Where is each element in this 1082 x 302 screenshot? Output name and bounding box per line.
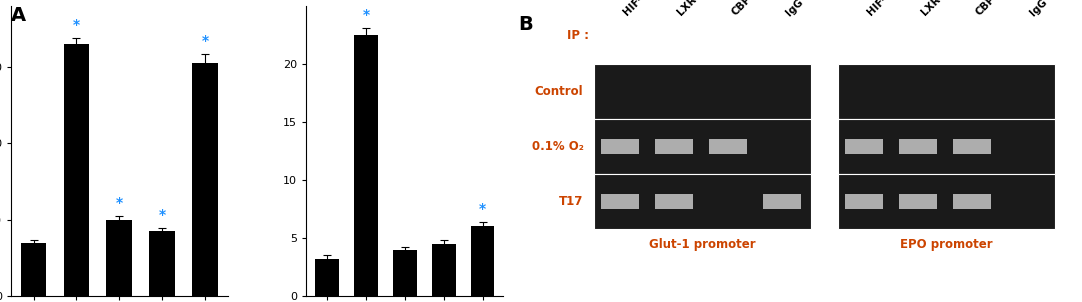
Bar <box>899 194 937 210</box>
Bar <box>899 139 937 154</box>
Text: B: B <box>518 15 533 34</box>
Text: *: * <box>72 18 80 32</box>
Bar <box>839 174 1055 229</box>
Bar <box>432 244 456 296</box>
Text: *: * <box>116 196 122 210</box>
Bar <box>594 64 812 119</box>
Text: *: * <box>201 34 209 48</box>
Bar <box>471 226 494 296</box>
Text: EPO promoter: EPO promoter <box>900 238 993 251</box>
Bar <box>21 243 47 296</box>
Text: T17: T17 <box>559 195 583 208</box>
Bar <box>601 139 638 154</box>
Bar <box>845 139 883 154</box>
Text: *: * <box>159 208 166 222</box>
Bar <box>709 139 748 154</box>
Bar <box>354 35 378 296</box>
Text: Glut-1 promoter: Glut-1 promoter <box>649 238 756 251</box>
Text: LXRα: LXRα <box>920 0 948 18</box>
Text: *: * <box>362 8 369 22</box>
Bar <box>594 174 812 229</box>
Bar <box>149 231 175 296</box>
Text: IgG: IgG <box>784 0 805 18</box>
Text: *: * <box>479 202 486 216</box>
Bar <box>953 194 991 210</box>
Text: HIF-1α: HIF-1α <box>866 0 899 18</box>
Title: Gal4-LXRα: Gal4-LXRα <box>369 0 441 4</box>
Bar <box>839 64 1055 119</box>
Title: Gal4-HIF-1α: Gal4-HIF-1α <box>78 0 160 4</box>
Text: HIF-1α: HIF-1α <box>621 0 656 18</box>
Text: IP :: IP : <box>567 28 589 42</box>
Bar <box>64 44 89 296</box>
Text: A: A <box>11 6 26 25</box>
Bar <box>655 139 692 154</box>
Text: 0.1% O₂: 0.1% O₂ <box>531 140 583 153</box>
Text: IgG: IgG <box>1028 0 1048 18</box>
Bar <box>315 259 339 296</box>
Bar <box>193 63 217 296</box>
Bar <box>594 119 812 174</box>
Text: CBP: CBP <box>729 0 753 18</box>
Text: Control: Control <box>535 85 583 98</box>
Bar <box>106 220 132 296</box>
Bar <box>845 194 883 210</box>
Bar <box>601 194 638 210</box>
Bar <box>393 249 417 296</box>
Text: CBP: CBP <box>974 0 998 18</box>
Bar <box>655 194 692 210</box>
Bar <box>953 139 991 154</box>
Bar <box>839 119 1055 174</box>
Bar <box>764 194 802 210</box>
Text: LXRα: LXRα <box>675 0 703 18</box>
